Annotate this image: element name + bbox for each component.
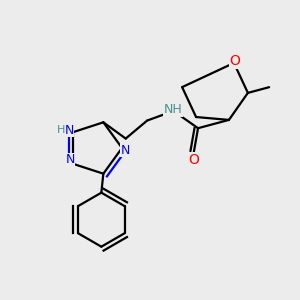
- Text: N: N: [120, 143, 130, 157]
- Text: N: N: [64, 124, 74, 136]
- Text: O: O: [230, 54, 240, 68]
- Text: NH: NH: [164, 103, 183, 116]
- Text: N: N: [65, 153, 75, 167]
- Text: H: H: [57, 125, 65, 135]
- Text: O: O: [188, 153, 199, 167]
